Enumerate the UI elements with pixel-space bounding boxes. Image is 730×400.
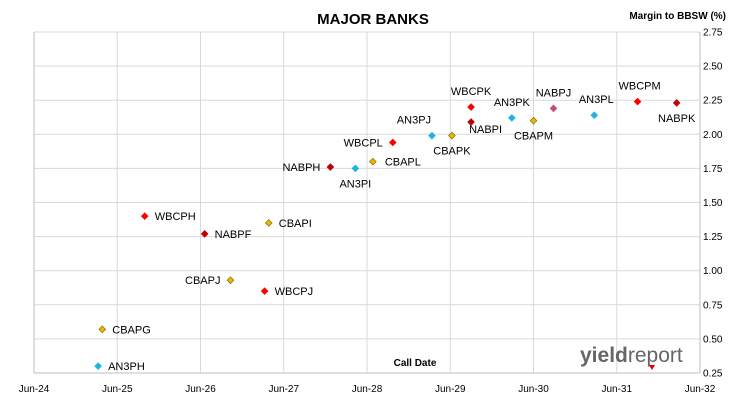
data-label-an3pl: AN3PL	[579, 94, 614, 106]
x-tick-label: Jun-29	[435, 384, 466, 395]
y-tick-label: 1.50	[703, 198, 723, 209]
logo-text-bold: yield	[580, 344, 628, 367]
data-label-wbcpk: WBCPK	[451, 86, 492, 98]
data-point-an3pk	[508, 114, 516, 122]
data-point-wbcpj	[260, 287, 269, 295]
data-label-nabph: NABPH	[282, 162, 320, 174]
logo-marker-icon	[649, 365, 655, 370]
y-tick-label: 2.50	[703, 62, 723, 73]
y-axis-label: Margin to BBSW (%)	[629, 11, 726, 22]
data-label-nabpj: NABPJ	[536, 87, 571, 99]
data-point-nabpf	[200, 230, 209, 238]
chart-title: MAJOR BANKS	[317, 11, 429, 28]
data-point-wbcpk	[467, 103, 475, 111]
data-label-wbcpl: WBCPL	[344, 137, 383, 149]
data-point-nabph	[326, 163, 335, 171]
data-label-an3pi: AN3PI	[339, 178, 371, 190]
data-label-cbapi: CBAPI	[279, 218, 312, 230]
data-point-an3pi	[351, 164, 360, 173]
yieldreport-logo: yieldreport	[580, 344, 683, 370]
y-tick-label: 0.75	[703, 300, 723, 311]
gridlines	[34, 31, 701, 373]
data-label-cbapk: CBAPK	[433, 146, 471, 158]
data-point-cbapm	[529, 116, 538, 125]
data-labels: AN3PH CBAPG WBCPH NABPF CBAPJ CBAPI WBCPJ NABPH…	[108, 81, 696, 374]
data-point-an3pj	[428, 131, 436, 140]
data-points	[94, 97, 681, 371]
y-tick-label: 2.25	[703, 96, 723, 107]
data-label-wbcpm: WBCPM	[618, 81, 660, 93]
x-tick-label: Jun-27	[268, 384, 299, 395]
data-point-cbapj	[226, 276, 235, 285]
x-tick-labels: Jun-24 Jun-25 Jun-26 Jun-27 Jun-28 Jun-29 Jun-…	[19, 384, 716, 395]
data-label-an3pj: AN3PJ	[397, 115, 431, 127]
data-label-nabpf: NABPF	[215, 229, 252, 241]
y-tick-label: 1.00	[703, 266, 723, 277]
data-point-nabpk	[672, 99, 681, 107]
data-label-cbapl: CBAPL	[385, 157, 421, 169]
data-label-an3ph: AN3PH	[108, 361, 145, 373]
data-label-wbcpj: WBCPJ	[275, 286, 314, 298]
x-tick-label: Jun-30	[518, 384, 549, 395]
y-tick-label: 1.75	[703, 164, 723, 175]
data-point-wbcph	[140, 212, 149, 220]
y-tick-labels: 0.25 0.50 0.75 1.00 1.25 1.50 1.75 2.00 2.25 2.50…	[703, 28, 723, 380]
data-label-cbapj: CBAPJ	[185, 275, 220, 287]
data-label-nabpi: NABPI	[469, 124, 502, 136]
data-label-an3pk: AN3PK	[494, 97, 531, 109]
data-label-nabpk: NABPK	[658, 113, 696, 125]
y-tick-label: 2.00	[703, 130, 723, 141]
x-tick-label: Jun-32	[685, 384, 716, 395]
y-tick-label: 0.25	[703, 369, 723, 380]
data-label-cbapg: CBAPG	[112, 324, 151, 336]
data-point-an3ph	[94, 362, 102, 371]
x-tick-label: Jun-24	[19, 384, 50, 395]
x-tick-label: Jun-25	[102, 384, 133, 395]
data-point-nabpj	[549, 104, 558, 113]
x-tick-label: Jun-28	[352, 384, 383, 395]
data-point-an3pl	[590, 111, 599, 120]
x-axis-label: Call Date	[394, 358, 437, 369]
data-point-cbapg	[98, 325, 107, 334]
data-point-nabpi	[467, 118, 475, 126]
svg-text:yieldreport: yieldreport	[580, 344, 683, 367]
logo-text-regular: report	[628, 344, 683, 367]
data-point-wbcpl	[388, 138, 397, 147]
data-point-wbcpm	[633, 97, 642, 106]
y-tick-label: 0.50	[703, 334, 723, 345]
data-label-wbcph: WBCPH	[155, 211, 196, 223]
data-label-cbapm: CBAPM	[514, 131, 553, 143]
x-tick-label: Jun-31	[601, 384, 632, 395]
x-tick-label: Jun-26	[185, 384, 216, 395]
y-tick-label: 1.25	[703, 232, 723, 243]
data-point-cbapl	[369, 157, 377, 166]
data-point-cbapk	[448, 131, 456, 140]
axes	[33, 32, 701, 374]
data-point-cbapi	[264, 219, 273, 227]
y-tick-label: 2.75	[703, 28, 723, 39]
